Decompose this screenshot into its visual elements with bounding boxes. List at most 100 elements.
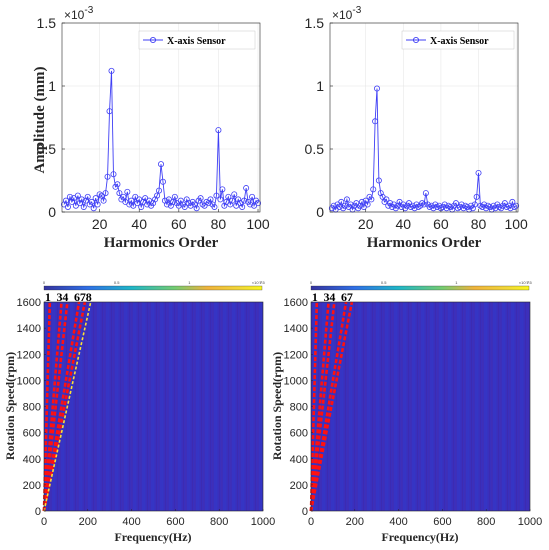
data-point (106, 108, 113, 115)
y-tick-label: 200 (290, 480, 308, 492)
y-tick-label: 400 (290, 454, 308, 466)
y-tick-labels: 0 0.5 1 1.5 (305, 15, 333, 220)
data-point (163, 201, 170, 208)
data-point (492, 205, 499, 212)
data-point (255, 200, 262, 207)
legend-box (138, 30, 256, 50)
y-tick-label: 1200 (284, 349, 308, 361)
data-point (104, 173, 111, 180)
data-point (193, 205, 200, 212)
x-tick-label: 80 (471, 216, 487, 232)
data-point (343, 196, 350, 203)
y-tick-label: 1 (316, 78, 324, 94)
order-line (42, 301, 63, 512)
data-point (426, 203, 433, 210)
y-tick-labels: 0 200 400 600 800 1000 1200 1400 1600 (17, 297, 46, 518)
data-point (330, 202, 337, 209)
order-label: 6 (341, 290, 347, 304)
data-point (441, 201, 448, 208)
data-point (430, 205, 437, 212)
x-tick-label: 600 (166, 516, 184, 528)
colorbar-tick-label: 1.5 (526, 280, 532, 285)
data-point (473, 193, 480, 200)
order-label: 4 (62, 290, 68, 304)
data-point (420, 201, 427, 208)
amplitude-plot-left: 20 40 60 80 100 0 0.5 1 1.5 ×10-3 X-axis Sensor… (32, 5, 270, 251)
colorbar-tick-label: 1 (188, 280, 191, 285)
y-tick-label: 0.5 (305, 141, 325, 157)
x-tick-labels: 20 40 60 80 100 (92, 209, 270, 232)
colorbar (310, 285, 530, 291)
y-tick-label: 0 (48, 204, 56, 220)
y-axis-label: Rotation Speed(rpm) (3, 352, 17, 460)
data-point (477, 202, 484, 209)
order-label: 4 (329, 290, 335, 304)
data-point (114, 181, 121, 188)
order-line (43, 301, 92, 512)
y-tick-label: 400 (23, 454, 41, 466)
data-point (231, 191, 238, 198)
y-tick-label: 800 (23, 402, 41, 414)
x-tick-label: 100 (246, 216, 270, 232)
colorbar-tick-label: 1.5 (259, 280, 265, 285)
data-point (400, 201, 407, 208)
data-point (169, 198, 176, 205)
order-label: 8 (86, 290, 92, 304)
heatmap-area (44, 302, 263, 511)
y-exponent-label: ×10-3 (64, 5, 94, 22)
y-tick-label: 1400 (284, 323, 308, 335)
data-point (511, 203, 518, 210)
data-point (390, 201, 397, 208)
colorbar-exponent: ×10⁻³ (252, 280, 263, 285)
legend-label: X-axis Sensor (167, 36, 226, 47)
data-point (454, 205, 461, 212)
data-point (225, 193, 232, 200)
data-point (247, 201, 254, 208)
data-point (64, 203, 71, 210)
data-point (100, 197, 107, 204)
data-point (462, 202, 469, 209)
order-label: 3 (324, 290, 330, 304)
data-point (229, 197, 236, 204)
x-tick-label: 200 (346, 516, 364, 528)
data-point (154, 192, 161, 199)
order-line (42, 301, 52, 512)
y-tick-label: 800 (290, 402, 308, 414)
data-point (171, 193, 178, 200)
data-point (342, 202, 349, 209)
data-point (387, 200, 394, 207)
legend-marker (412, 36, 420, 44)
data-point (407, 203, 414, 210)
amplitude-plot-right: 20 40 60 80 100 0 0.5 1 1.5 ×10-3 X-axis Sensor… (305, 5, 528, 251)
data-point (62, 197, 69, 204)
order-lines (42, 301, 92, 512)
data-point (481, 201, 488, 208)
colorbar-tick-label: 0 (43, 280, 46, 285)
data-point (507, 205, 514, 212)
data-point (513, 202, 520, 209)
data-point (372, 118, 379, 125)
data-point (94, 201, 101, 208)
data-point (452, 200, 459, 207)
data-point (207, 196, 214, 203)
plot-area (330, 23, 518, 212)
y-tick-label: 0 (35, 506, 41, 518)
x-axis-label: Frequency(Hz) (381, 530, 458, 544)
y-tick-label: 200 (23, 480, 41, 492)
data-point (80, 203, 87, 210)
x-tick-label: 20 (358, 216, 374, 232)
data-point (503, 203, 510, 210)
data-point (110, 171, 117, 178)
data-point (211, 203, 218, 210)
y-tick-label: 1400 (17, 323, 41, 335)
x-tick-label: 600 (433, 516, 451, 528)
y-tick-labels: 0 200 400 600 800 1000 1200 1400 1600 (284, 297, 313, 518)
y-tick-label: 0 (302, 506, 308, 518)
x-tick-label: 400 (122, 516, 140, 528)
order-line (42, 301, 81, 512)
order-line (309, 301, 319, 512)
data-point (358, 198, 365, 205)
data-point (373, 85, 380, 92)
